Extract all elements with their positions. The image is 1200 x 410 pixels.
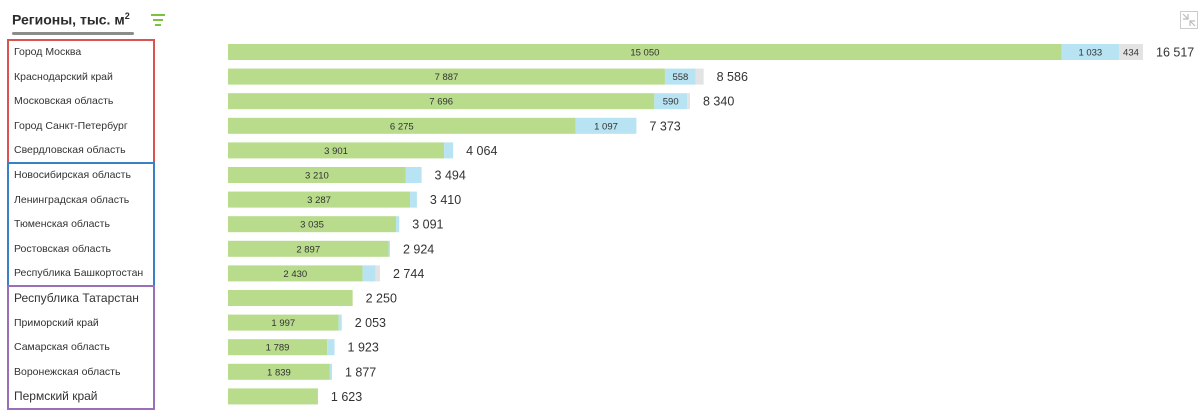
bar-segment — [410, 192, 417, 208]
total-label: 1 877 — [345, 365, 376, 379]
total-label: 3 494 — [435, 169, 466, 183]
total-label: 2 053 — [355, 316, 386, 330]
segment-label: 1 839 — [267, 367, 291, 378]
total-label: 8 586 — [717, 70, 748, 84]
segment-label: 1 097 — [594, 121, 618, 132]
bar-segment — [363, 265, 376, 281]
total-label: 7 373 — [649, 119, 680, 133]
total-label: 3 410 — [430, 193, 461, 207]
total-label: 8 340 — [703, 95, 734, 109]
total-label: 2 924 — [403, 242, 434, 256]
bar-segment — [228, 290, 353, 306]
segment-label: 7 696 — [429, 97, 453, 108]
segment-label: 3 035 — [300, 220, 324, 231]
total-label: 2 250 — [366, 292, 397, 306]
segment-label: 434 — [1123, 48, 1139, 59]
segment-label: 6 275 — [390, 121, 414, 132]
segment-label: 2 430 — [283, 269, 307, 280]
total-label: 1 623 — [331, 390, 362, 404]
segment-label: 15 050 — [630, 48, 659, 59]
bar-segment — [687, 93, 690, 109]
bar-segment — [388, 241, 390, 257]
bar-segment — [339, 315, 342, 331]
segment-label: 590 — [663, 97, 679, 108]
segment-label: 1 997 — [271, 318, 295, 329]
total-label: 2 744 — [393, 267, 424, 281]
segment-label: 3 901 — [324, 146, 348, 157]
bar-segment — [330, 364, 332, 380]
segment-label: 3 287 — [307, 195, 331, 206]
total-label: 4 064 — [466, 144, 497, 158]
bar-segment — [696, 69, 704, 85]
segment-label: 1 033 — [1078, 48, 1102, 59]
total-label: 16 517 — [1156, 46, 1194, 60]
bar-segment — [396, 216, 399, 232]
segment-label: 1 789 — [266, 343, 290, 354]
total-label: 3 091 — [412, 218, 443, 232]
segment-label: 558 — [672, 72, 688, 83]
segment-label: 2 897 — [296, 244, 320, 255]
bar-segment — [228, 388, 318, 404]
bar-segment — [406, 167, 422, 183]
bar-segment — [327, 339, 334, 355]
total-label: 1 923 — [348, 341, 379, 355]
segment-label: 7 887 — [435, 72, 459, 83]
bar-segment — [375, 265, 380, 281]
segment-label: 3 210 — [305, 171, 329, 182]
bar-segment — [444, 142, 453, 158]
